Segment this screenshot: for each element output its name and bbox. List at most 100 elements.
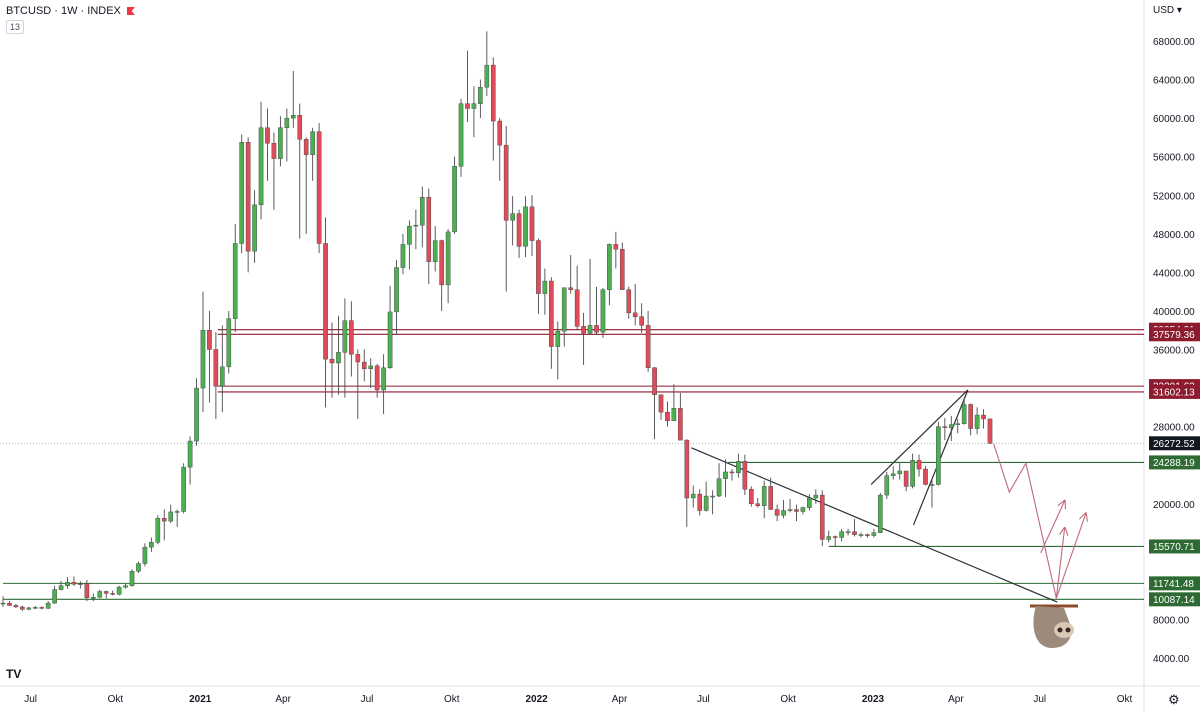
candle-body [884,475,890,496]
candle-body [749,489,754,504]
price-tag-bg [1149,592,1200,607]
candle [632,283,638,326]
y-tick-label: 68000.00 [1153,37,1195,48]
symbol-title[interactable]: BTCUSD · 1W · INDEX [6,5,121,17]
candle-body [703,495,709,511]
red-flag-icon[interactable] [126,7,135,15]
candle [123,583,128,589]
price-tag-label: 15570.71 [1153,542,1195,553]
candle [890,466,896,480]
sloth-eye [1057,627,1063,633]
candle [368,358,374,389]
projection-path [993,443,1065,599]
candle [213,332,219,419]
candle-body [168,511,174,522]
candle-body [374,365,380,391]
candle-body [929,484,935,486]
candle [936,421,941,486]
candle-body [974,414,980,429]
candle-body [613,244,619,250]
current-price-tag-label: 26272.52 [1153,439,1195,450]
x-tick-label: Okt [108,694,124,705]
y-tick-label: 36000.00 [1153,346,1195,357]
candle-body [516,213,522,247]
candle [32,605,38,609]
candle-body [7,602,12,606]
candle [220,325,225,413]
candle-body [858,534,864,536]
candle-body [129,571,135,586]
candle-body [155,518,161,543]
candle [400,233,406,275]
candle [478,79,483,119]
candle-body [781,510,786,516]
candle-body [142,546,148,564]
candle [865,533,870,538]
candle [529,195,535,256]
candle-body [948,424,954,428]
candle [91,593,96,602]
candle [7,601,12,606]
candle [271,132,277,210]
x-tick-label: Okt [780,694,796,705]
candle-body [955,423,961,425]
candle [968,403,973,436]
candle-body [103,591,109,594]
candle [974,407,980,435]
candle-body [478,87,483,104]
candle [510,196,515,246]
currency-label: USD ▾ [1153,5,1182,16]
candle [897,463,902,480]
candle [749,486,754,507]
candle [800,506,806,515]
candle [781,499,786,519]
candle [252,190,257,263]
price-tag-bg [1149,384,1200,399]
candle [523,196,528,257]
candle [381,354,386,415]
price-tag-label: 24288.19 [1153,458,1195,469]
candle-body [303,139,309,155]
candle [65,577,70,589]
candle [394,259,399,336]
candle [13,604,19,608]
candle [858,532,864,538]
candle-body [619,249,625,290]
candle-body [407,225,412,245]
candle [168,504,174,524]
candle-body [632,312,638,317]
y-tick-label: 44000.00 [1153,268,1195,279]
candle-body [819,494,825,540]
candle-body [0,602,6,605]
candle-body [310,131,315,155]
candle-body [852,531,857,535]
gear-icon[interactable]: ⚙ [1168,692,1180,707]
candle [916,454,922,477]
candle [761,480,767,519]
candle-body [961,404,967,424]
candle [336,315,341,395]
candle-body [684,439,690,499]
candle [361,349,367,382]
candle-body [439,240,444,286]
x-tick-label: Okt [444,694,460,705]
candle-body [807,497,812,508]
candle [581,312,586,365]
candle-body [536,240,541,294]
candle [116,585,122,596]
candle-body [452,166,457,233]
candle-body [207,330,212,350]
candle-body [555,330,561,347]
candle-body [942,426,948,428]
candle [432,226,438,272]
candle [929,478,935,508]
tradingview-logo-icon[interactable]: TV [6,667,22,681]
price-tag-label: 37579.36 [1153,330,1195,341]
indicator-toggle[interactable]: 13 [6,20,25,34]
candle-body [232,243,238,319]
y-tick-label: 56000.00 [1153,153,1195,164]
y-tick-label: 52000.00 [1153,191,1195,202]
candle [142,543,148,567]
